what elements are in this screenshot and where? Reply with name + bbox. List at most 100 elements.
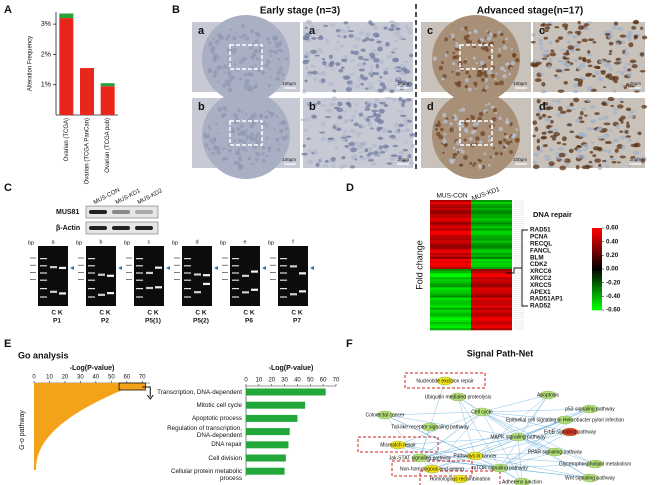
node xyxy=(509,432,527,442)
texture xyxy=(548,161,555,167)
texture xyxy=(350,165,355,169)
texture xyxy=(249,132,254,137)
x-tick-label: 20 xyxy=(268,378,275,384)
texture xyxy=(221,112,227,118)
texture xyxy=(371,143,377,148)
texture xyxy=(379,76,383,79)
texture xyxy=(351,145,357,148)
texture xyxy=(570,108,577,111)
texture xyxy=(498,48,501,51)
heat-cell xyxy=(471,210,512,213)
texture xyxy=(498,141,502,145)
texture xyxy=(624,47,628,51)
tile-letter: c xyxy=(539,25,545,37)
gel xyxy=(134,246,164,306)
bracket xyxy=(506,229,528,307)
texture xyxy=(281,73,285,77)
texture xyxy=(305,19,312,25)
texture xyxy=(345,86,353,92)
texture xyxy=(563,57,570,60)
texture xyxy=(609,129,613,132)
texture xyxy=(487,138,492,143)
texture xyxy=(252,137,258,142)
texture xyxy=(256,32,261,38)
texture xyxy=(224,79,230,85)
texture xyxy=(334,145,339,151)
texture xyxy=(345,119,353,122)
marker-band xyxy=(184,296,191,298)
texture xyxy=(532,160,538,165)
texture xyxy=(613,110,618,115)
texture xyxy=(225,109,228,112)
node xyxy=(561,427,579,437)
texture xyxy=(581,38,588,43)
texture xyxy=(369,127,374,130)
texture xyxy=(249,137,253,141)
gel-band xyxy=(50,266,57,269)
texture xyxy=(532,120,538,125)
texture xyxy=(640,26,644,30)
texture xyxy=(466,131,469,134)
texture xyxy=(504,62,509,67)
texture xyxy=(216,65,222,71)
texture xyxy=(556,112,562,118)
texture xyxy=(392,66,399,70)
colorbar-label: -0.20 xyxy=(606,279,621,286)
texture xyxy=(639,52,645,57)
edge xyxy=(431,455,476,470)
edge xyxy=(431,467,501,470)
texture xyxy=(474,29,477,32)
heat-cell xyxy=(471,246,512,250)
texture xyxy=(549,52,557,57)
texture xyxy=(444,54,448,57)
texture xyxy=(499,66,505,72)
texture xyxy=(342,132,347,138)
bar xyxy=(246,467,285,475)
colorbar-cell xyxy=(592,262,602,266)
colorbar-cell xyxy=(592,285,602,288)
gene-label: FANCL xyxy=(530,247,551,254)
texture xyxy=(561,61,569,66)
colorbar-cell xyxy=(592,281,602,284)
texture xyxy=(362,62,366,65)
colorbar-label: 0.20 xyxy=(606,252,619,259)
texture xyxy=(371,109,379,113)
texture xyxy=(491,117,497,122)
arrow xyxy=(118,266,122,270)
x-tick-label: Ovarian (TCGA PanCan) xyxy=(85,118,91,184)
texture xyxy=(324,159,329,163)
x-tick-label: 40 xyxy=(93,375,100,381)
texture xyxy=(459,147,463,151)
texture xyxy=(212,37,216,41)
texture xyxy=(382,85,387,90)
texture xyxy=(538,38,543,43)
node-label: Jak-STAT signaling pathway xyxy=(389,455,452,461)
texture xyxy=(503,132,507,136)
texture xyxy=(618,98,624,101)
edge xyxy=(499,394,549,469)
texture xyxy=(541,113,547,118)
texture xyxy=(360,141,368,147)
texture xyxy=(340,44,344,49)
heat-cell xyxy=(430,327,471,331)
texture xyxy=(281,120,286,124)
heat-cell xyxy=(430,311,471,315)
texture xyxy=(232,112,238,118)
scale-bar-label: 20μm xyxy=(630,157,642,162)
texture xyxy=(236,127,241,132)
texture xyxy=(367,84,374,90)
texture xyxy=(226,144,230,147)
texture xyxy=(495,72,498,75)
texture xyxy=(346,102,350,106)
texture xyxy=(567,40,571,45)
texture xyxy=(375,63,380,69)
heat-cell xyxy=(430,212,471,215)
gel-band xyxy=(242,291,249,294)
texture xyxy=(243,59,246,63)
colorbar-label: 0.00 xyxy=(606,266,619,273)
heat-cell xyxy=(430,230,471,233)
texture xyxy=(614,61,621,65)
colorbar-cell xyxy=(592,244,602,247)
texture xyxy=(609,49,613,53)
texture xyxy=(624,62,632,66)
